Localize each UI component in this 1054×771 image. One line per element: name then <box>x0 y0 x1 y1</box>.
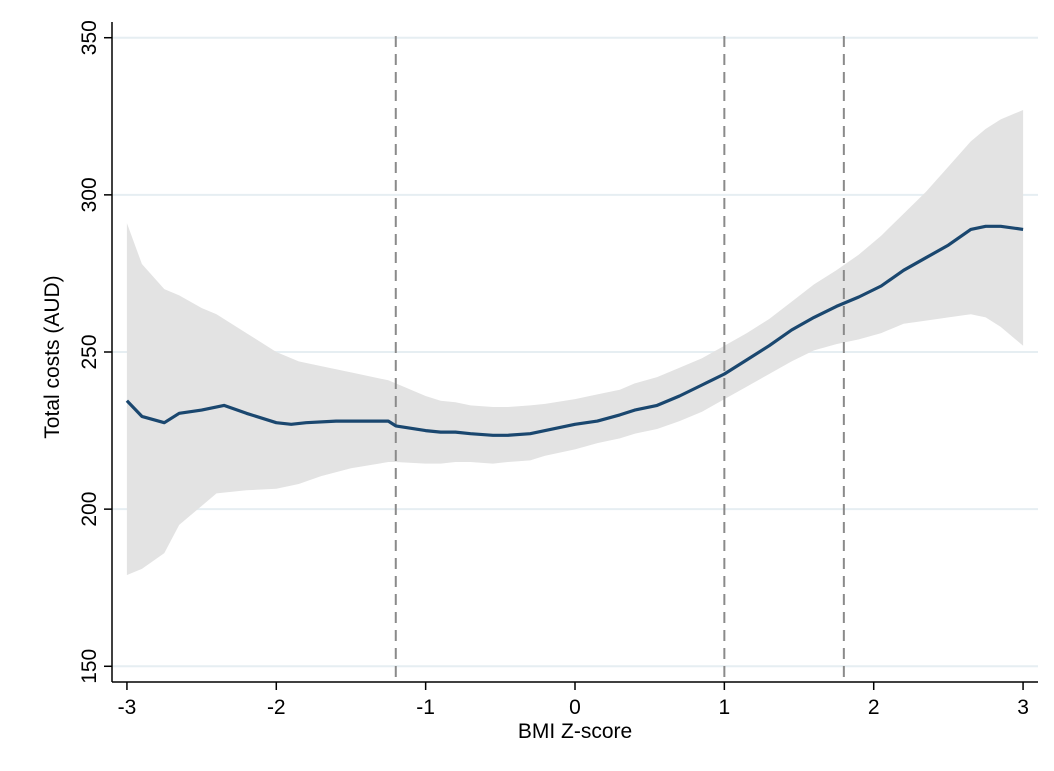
x-tick-label-3: 3 <box>1017 696 1029 719</box>
y-tick-label-150: 150 <box>78 649 101 684</box>
fitted-line <box>125 224 1024 437</box>
y-tick-label-250: 250 <box>78 334 101 369</box>
y-tick-label-200: 200 <box>78 492 101 527</box>
confidence-band <box>126 110 1024 576</box>
x-tick-label--3: -3 <box>118 696 137 719</box>
x-tick-label-2: 2 <box>868 696 880 719</box>
tick-labels: -3 -2 -1 0 1 2 3 150 200 250 300 350 <box>78 20 1029 719</box>
x-tick-label-1: 1 <box>719 696 731 719</box>
y-axis-title: Total costs (AUD) <box>41 275 64 438</box>
x-axis-title: BMI Z-score <box>518 720 632 743</box>
y-tick-label-300: 300 <box>78 177 101 212</box>
confidence-band-group <box>126 110 1024 576</box>
fitted-line-group <box>125 224 1024 437</box>
y-tick-label-350: 350 <box>78 20 101 55</box>
x-tick-label--1: -1 <box>416 696 435 719</box>
x-tick-label--2: -2 <box>267 696 286 719</box>
x-tick-label-0: 0 <box>569 696 581 719</box>
